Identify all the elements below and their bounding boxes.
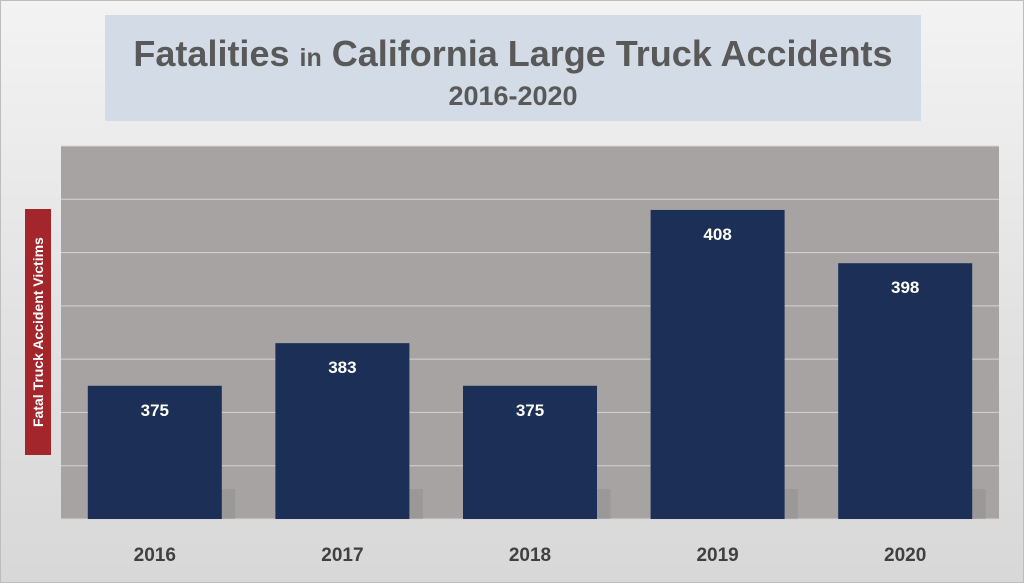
bar: [838, 263, 973, 519]
bar: [650, 209, 785, 519]
bar-value-label: 398: [891, 278, 919, 297]
bar-value-label: 408: [703, 225, 731, 244]
x-tick-label: 2016: [134, 545, 176, 566]
bar-value-label: 375: [516, 401, 544, 420]
chart-title: Fatalities in California Large Truck Acc…: [105, 33, 921, 75]
bar: [463, 385, 597, 519]
chart-title-part3: California Large Truck Accidents: [331, 33, 893, 74]
bar: [275, 343, 410, 519]
x-tick-label: 2017: [321, 545, 363, 566]
x-tick-label: 2018: [509, 545, 551, 566]
chart-title-part1: Fatalities: [133, 33, 290, 74]
bar-value-label: 383: [328, 358, 356, 377]
x-tick-label: 2019: [696, 545, 738, 566]
bar: [87, 385, 222, 519]
y-axis-label: Fatal Truck Accident Victims: [25, 209, 51, 455]
plot-area: 375 2016 383 2017 375 2018 408 2019 398 2020: [61, 145, 999, 566]
chart-subtitle: 2016-2020: [448, 81, 578, 111]
x-tick-label: 2020: [884, 545, 926, 566]
chart-svg: 375 2016 383 2017 375 2018 408 2019 398 2020: [61, 145, 999, 566]
bar-value-label: 375: [141, 401, 169, 420]
title-box: Fatalities in California Large Truck Acc…: [105, 15, 921, 121]
chart-title-part2: in: [299, 44, 322, 72]
